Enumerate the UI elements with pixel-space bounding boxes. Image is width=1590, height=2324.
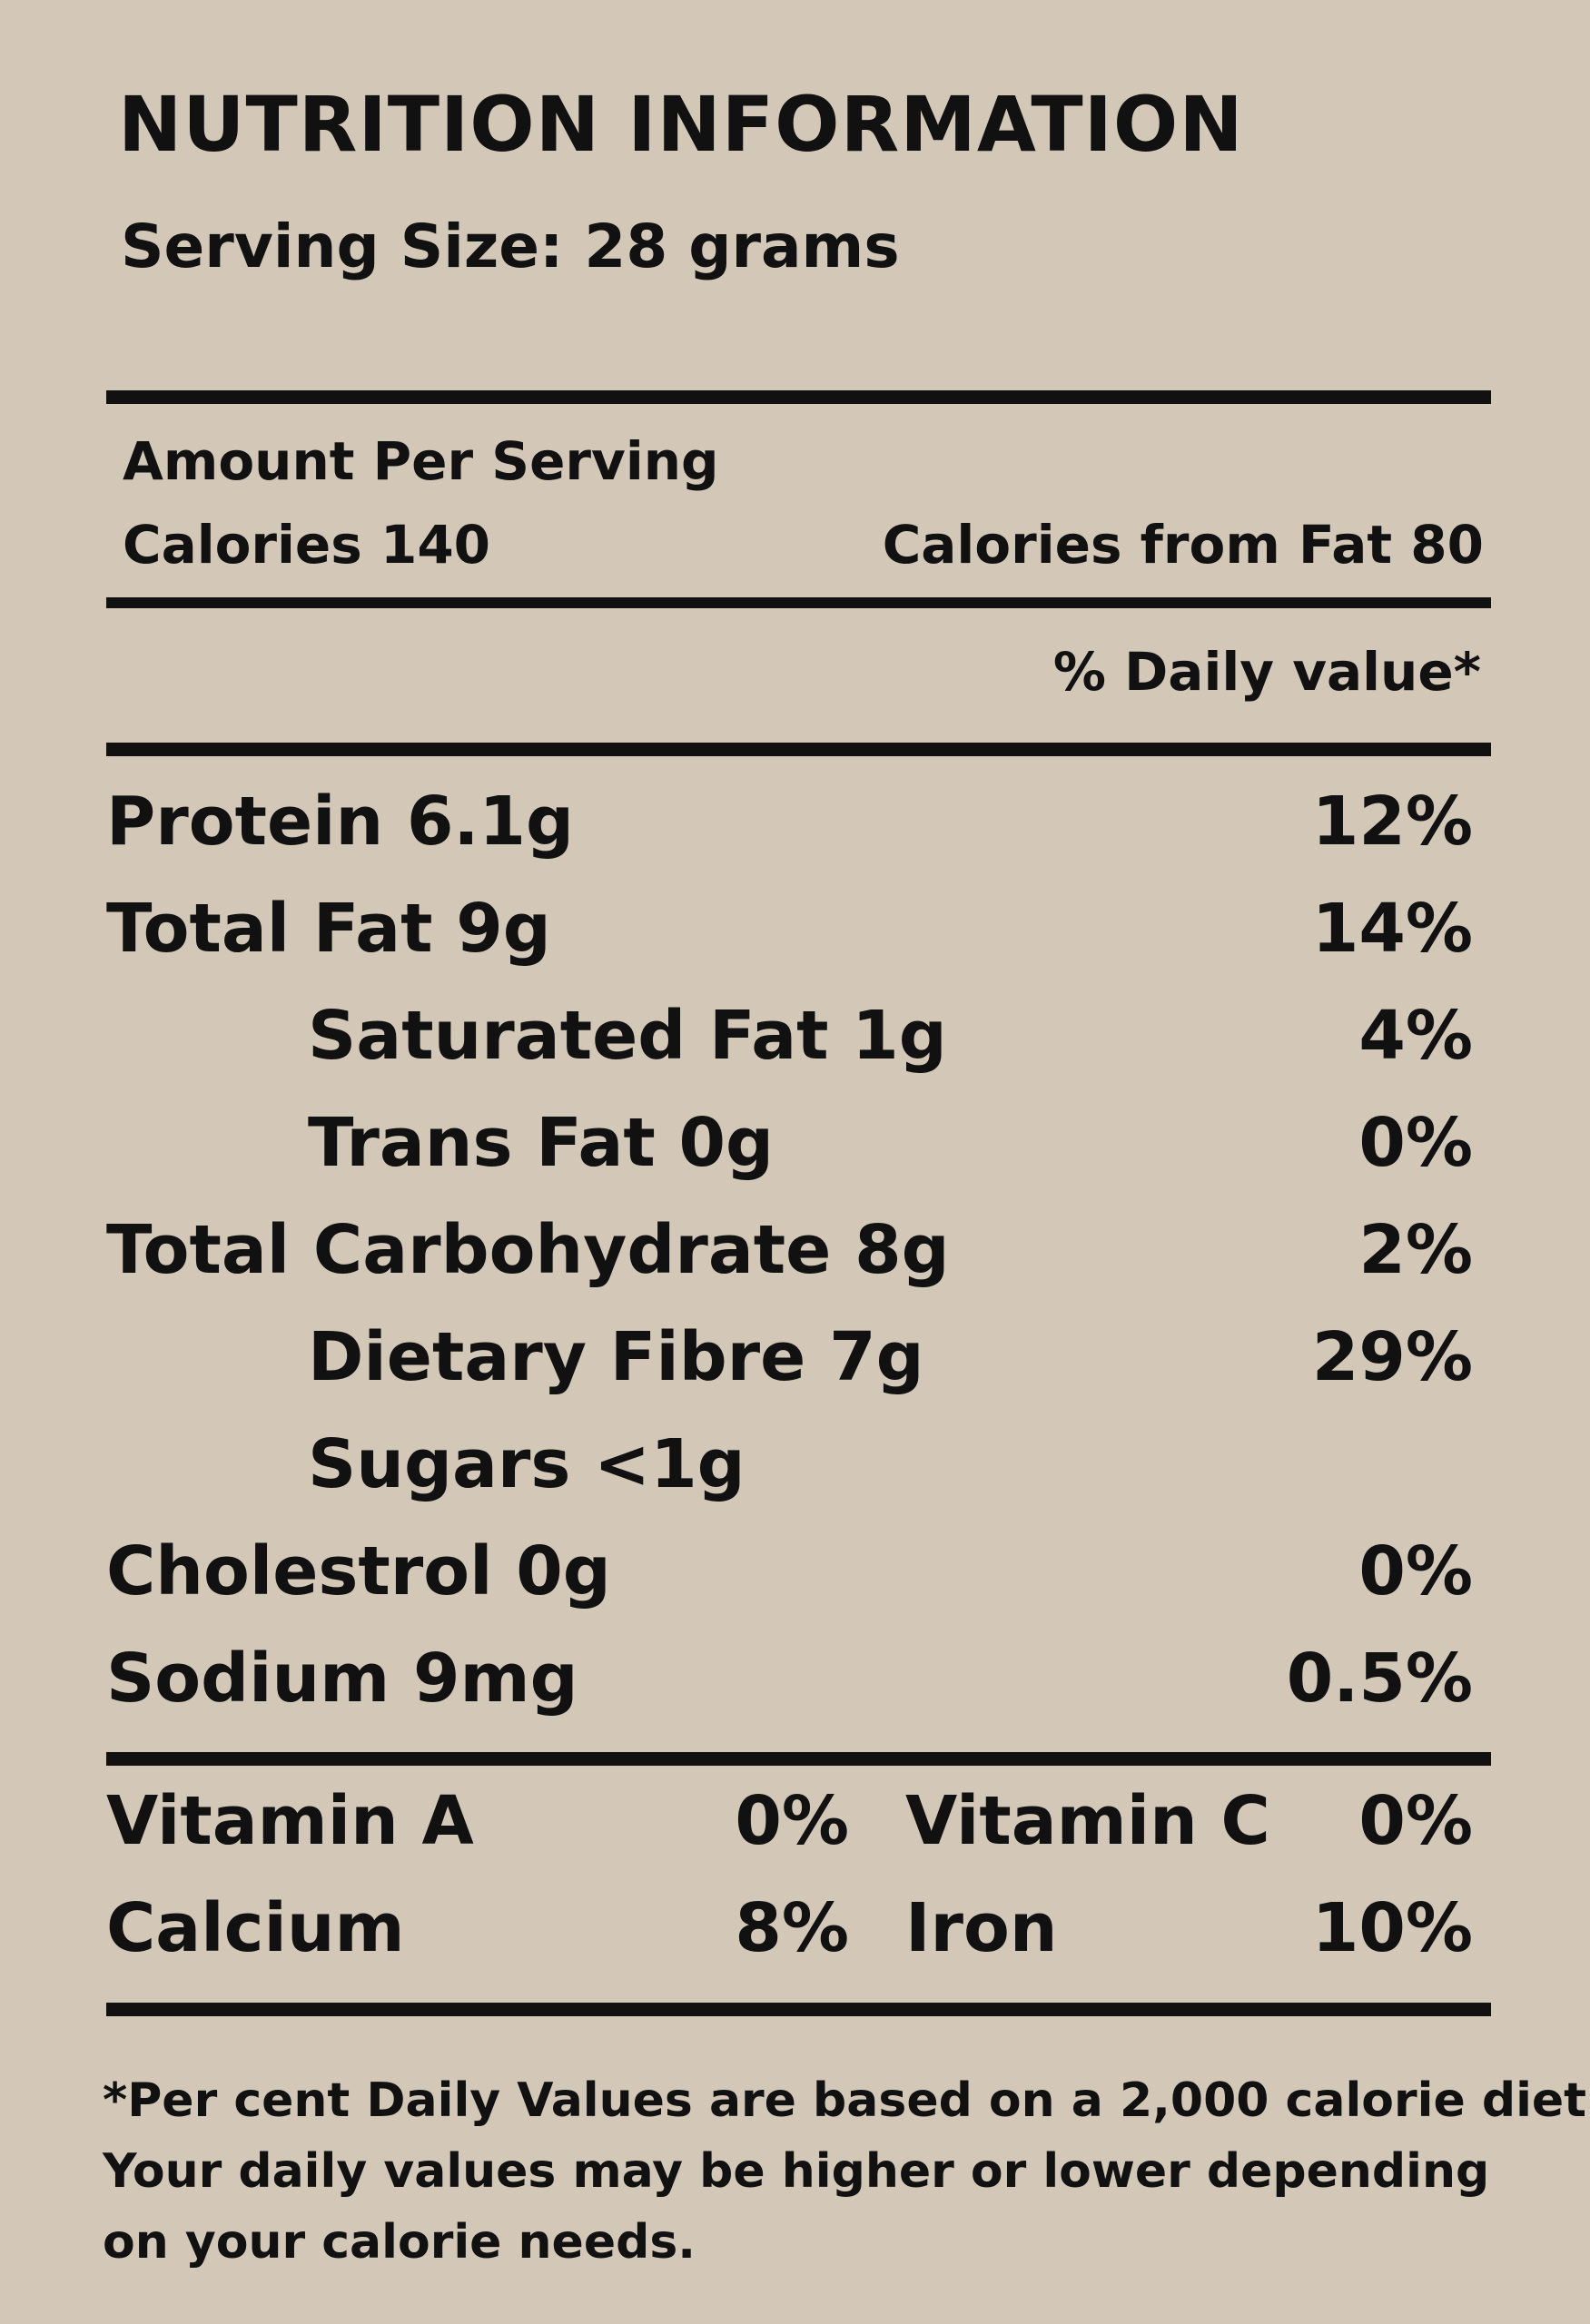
nutrient-row-dietary-fibre: Dietary Fibre 7g 29% (106, 1318, 1473, 1400)
divider-top (106, 390, 1491, 404)
divider-footnote (106, 2003, 1491, 2016)
label-title: NUTRITION INFORMATION (118, 80, 1244, 169)
nutrient-daily-value: 0.5% (1286, 1640, 1473, 1718)
divider-calories (106, 597, 1491, 608)
nutrient-row-saturated-fat: Saturated Fat 1g 4% (106, 997, 1473, 1078)
nutrient-name: Sodium 9mg (106, 1640, 578, 1718)
divider-nutrients (106, 743, 1491, 756)
footnote: *Per cent Daily Values are based on a 2,… (103, 2065, 1590, 2278)
nutrient-daily-value: 0% (1358, 1104, 1473, 1182)
nutrient-name: Cholestrol 0g (106, 1532, 611, 1610)
iron-label: Iron (905, 1889, 1058, 1967)
nutrient-name: Total Carbohydrate 8g (106, 1211, 950, 1289)
footnote-line: Your daily values may be higher or lower… (103, 2144, 1490, 2199)
nutrient-name: Total Fat 9g (106, 890, 551, 968)
nutrient-row-cholestrol: Cholestrol 0g 0% (106, 1532, 1473, 1614)
calories: Calories 140 (123, 514, 491, 576)
nutrient-daily-value: 12% (1311, 783, 1473, 861)
nutrient-row-sugars: Sugars <1g (106, 1425, 1473, 1507)
nutrient-row-sodium: Sodium 9mg 0.5% (106, 1640, 1473, 1721)
divider-vitamins (106, 1752, 1491, 1766)
iron-value: 10% (1311, 1889, 1473, 1967)
nutrient-row-protein: Protein 6.1g 12% (106, 783, 1473, 864)
footnote-line: on your calorie needs. (103, 2215, 696, 2270)
nutrient-row-total-carbohydrate: Total Carbohydrate 8g 2% (106, 1211, 1473, 1293)
nutrient-row-trans-fat: Trans Fat 0g 0% (106, 1104, 1473, 1186)
nutrient-name: Trans Fat 0g (308, 1104, 775, 1182)
calcium-label: Calcium (106, 1889, 405, 1967)
nutrient-daily-value: 2% (1358, 1211, 1473, 1289)
nutrient-daily-value: 4% (1358, 997, 1473, 1075)
nutrient-name: Protein 6.1g (106, 783, 575, 861)
nutrient-name: Sugars <1g (308, 1425, 746, 1503)
nutrient-daily-value: 29% (1311, 1318, 1473, 1396)
nutrient-name: Saturated Fat 1g (308, 997, 947, 1075)
nutrient-row-total-fat: Total Fat 9g 14% (106, 890, 1473, 971)
nutrient-daily-value: 0% (1358, 1532, 1473, 1610)
vitamin-a-value: 0% (735, 1782, 849, 1860)
amount-per-serving: Amount Per Serving (123, 430, 719, 492)
footnote-line: *Per cent Daily Values are based on a 2,… (103, 2073, 1590, 2128)
serving-size: Serving Size: 28 grams (121, 212, 900, 281)
vitamin-c-label: Vitamin C (905, 1782, 1270, 1860)
vitamin-a-label: Vitamin A (106, 1782, 474, 1860)
calories-from-fat: Calories from Fat 80 (882, 514, 1484, 576)
daily-value-header: % Daily value* (1052, 641, 1481, 703)
vitamin-c-value: 0% (1358, 1782, 1473, 1860)
nutrient-name: Dietary Fibre 7g (308, 1318, 924, 1396)
nutrient-daily-value: 14% (1311, 890, 1473, 968)
calcium-value: 8% (735, 1889, 849, 1967)
